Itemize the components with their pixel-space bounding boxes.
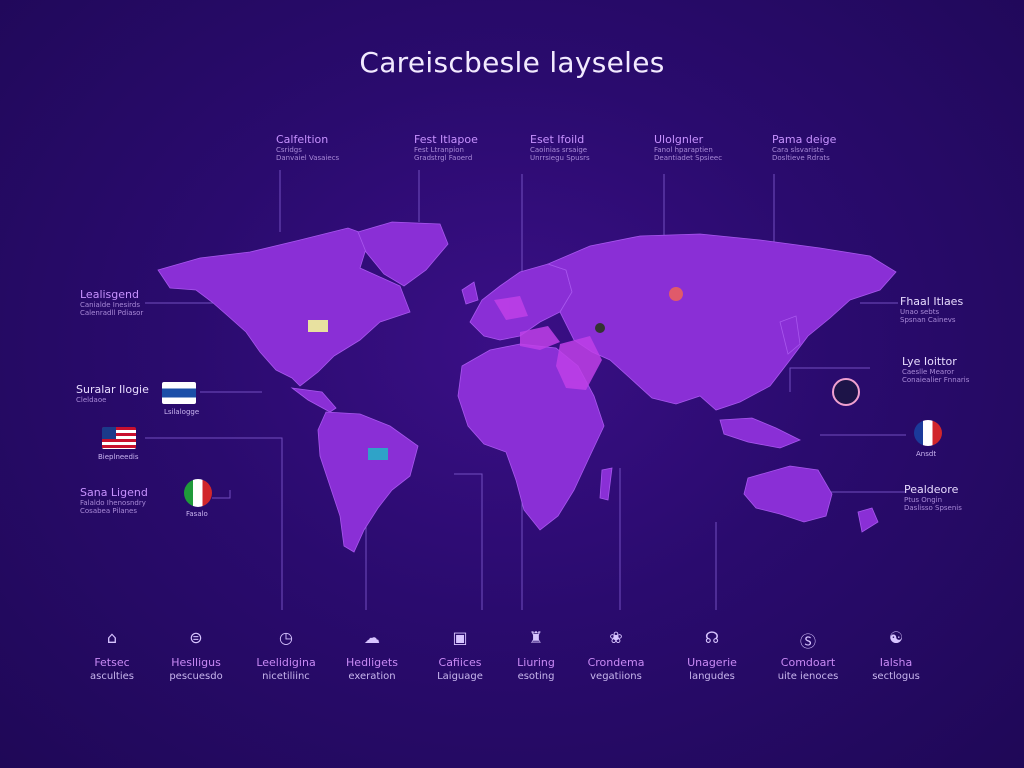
marker-middle-east [595,323,605,333]
tower-icon: ♜ [528,628,544,647]
balance-icon: ☯ [888,628,904,647]
bottom-item-9: Ⓢ Comdoart uite ienoces [762,628,854,682]
top-label-1: Calfeltion Csridgs Danvaiel Vasaiecs [276,133,340,162]
headset-icon: ☊ [704,628,720,647]
flag-icon-italy [184,479,212,507]
bottom-item-5: ▣ Cafiices Laiguage [414,628,506,682]
bottom-item-3: ◷ Leelidigina nicetiliinc [240,628,332,682]
top-label-2: Fest Itlapoe Fest Ltranpion Gradstrgl Fa… [414,133,478,162]
right-label-2: Lye Ioittor Caeslle Mearor Conaiealier F… [902,355,970,384]
continents [157,221,897,553]
top-label-3: Eset Ifoild Caoinias srsaige Unrrsiegu S… [530,133,590,162]
flag-icon-france [914,420,942,446]
flag-icon-usa [102,427,136,449]
highlight-regions [494,296,602,390]
flag-caption-4: Ansdt [916,450,937,458]
map-title: Careiscbesle layseles [359,46,665,79]
marker-japan [832,378,860,406]
left-label-3: Sana Ligend Falaldo Ihenosndry Cosabea P… [80,486,148,515]
top-label-5: Pama deige Cara slsvariste Dosltieve Rdr… [772,133,837,162]
bottom-item-1: ⌂ Fetsec asculties [66,628,158,682]
right-label-1: Fhaal Itlaes Unao sebts Spsnan Cainevs [900,295,964,324]
flag-icon-blue-white [162,382,196,404]
flag-caption-2: Bieplneedis [98,453,139,461]
flag-caption-3: Fasalo [186,510,208,518]
bottom-item-4: ☁ Hedligets exeration [326,628,418,682]
left-label-2: Suralar Ilogie Cleldaoe [76,383,149,404]
map-markers [308,287,860,460]
bottom-item-8: ☊ Unagerie langudes [666,628,758,682]
clock-icon: ◷ [279,628,293,647]
top-label-4: Ulolgnler Fanol hparaptien Deantiadet Sp… [654,133,723,162]
currency-icon: Ⓢ [799,632,816,651]
flag-caption-1: Lsilalogge [164,408,200,416]
badge-icon: ⊜ [189,628,203,647]
bottom-item-7: ❀ Crondema vegatiions [570,628,662,682]
cloud-icon: ☁ [364,628,380,647]
marker-flag-northamerica [308,320,328,332]
bottom-item-6: ♜ Liuring esoting [490,628,582,682]
left-label-1: Lealisgend Canialde Inesirds Calenradll … [80,288,144,317]
bottom-item-2: ⊜ Heslligus pescuesdo [150,628,242,682]
box-icon: ▣ [452,628,468,647]
home-icon: ⌂ [106,628,118,647]
bottom-item-10: ☯ Ialsha sectlogus [850,628,942,682]
right-label-3: Pealdeore Ptus Ongin Daslisso Spsenis [904,483,962,512]
flower-icon: ❀ [609,628,623,647]
marker-asia [669,287,683,301]
marker-flag-southamerica [368,448,388,460]
